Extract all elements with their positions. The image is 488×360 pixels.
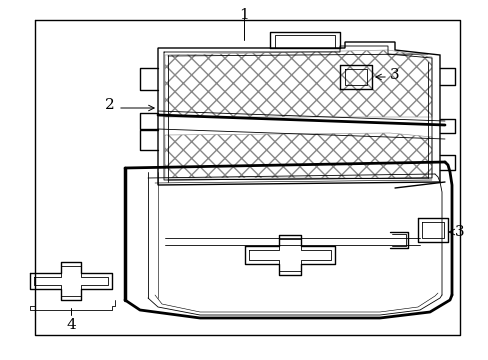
Polygon shape (164, 133, 431, 178)
Text: 3: 3 (454, 225, 464, 239)
Polygon shape (158, 42, 439, 185)
Text: 4: 4 (66, 318, 76, 332)
Text: 3: 3 (389, 68, 399, 82)
Text: 2: 2 (105, 98, 115, 112)
Polygon shape (164, 50, 431, 117)
Text: 1: 1 (239, 8, 248, 22)
